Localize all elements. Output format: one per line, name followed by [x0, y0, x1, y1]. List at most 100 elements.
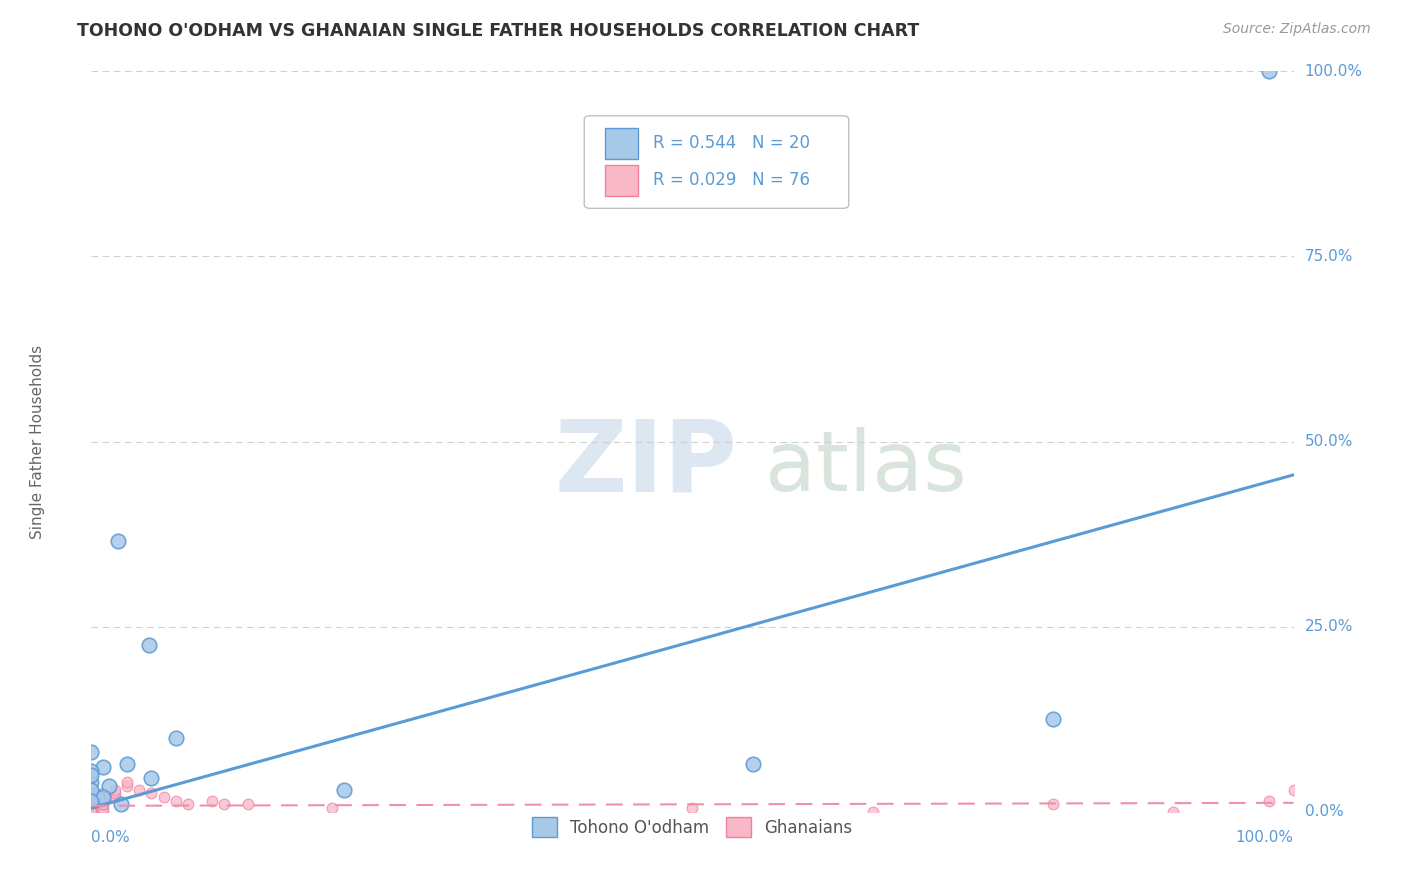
- Point: [80, 805, 103, 819]
- Point: [93, 794, 115, 808]
- Point: [80, 805, 103, 819]
- Legend: Tohono O'odham, Ghanaians: Tohono O'odham, Ghanaians: [526, 811, 859, 844]
- Text: 75.0%: 75.0%: [1305, 249, 1353, 264]
- Point: [1282, 782, 1305, 797]
- Point: [152, 789, 174, 804]
- Point: [80, 805, 103, 819]
- Bar: [605, 128, 638, 159]
- Point: [138, 638, 160, 652]
- Point: [80, 805, 103, 819]
- Text: 50.0%: 50.0%: [1305, 434, 1353, 449]
- Point: [80, 805, 103, 819]
- Point: [80, 805, 103, 819]
- Point: [80, 805, 103, 819]
- Point: [80, 805, 103, 819]
- Point: [201, 794, 224, 808]
- Point: [321, 801, 343, 815]
- Point: [93, 786, 115, 800]
- Point: [110, 797, 132, 812]
- Point: [93, 789, 115, 804]
- Point: [1258, 794, 1281, 808]
- Point: [80, 805, 103, 819]
- Text: TOHONO O'ODHAM VS GHANAIAN SINGLE FATHER HOUSEHOLDS CORRELATION CHART: TOHONO O'ODHAM VS GHANAIAN SINGLE FATHER…: [77, 22, 920, 40]
- FancyBboxPatch shape: [585, 116, 849, 209]
- Point: [80, 797, 103, 812]
- Point: [117, 779, 139, 793]
- Text: atlas: atlas: [765, 427, 966, 508]
- Point: [1258, 64, 1281, 78]
- Point: [165, 794, 187, 808]
- Point: [1161, 805, 1184, 819]
- Point: [93, 801, 115, 815]
- Point: [128, 782, 150, 797]
- Point: [80, 805, 103, 819]
- Point: [80, 805, 103, 819]
- Point: [741, 756, 763, 771]
- Point: [681, 801, 703, 815]
- Point: [80, 805, 103, 819]
- Text: Source: ZipAtlas.com: Source: ZipAtlas.com: [1223, 22, 1371, 37]
- Text: R = 0.029   N = 76: R = 0.029 N = 76: [652, 171, 810, 189]
- Point: [80, 801, 103, 815]
- Point: [117, 756, 139, 771]
- Point: [86, 789, 108, 804]
- Point: [93, 797, 115, 812]
- Point: [98, 779, 121, 793]
- Point: [80, 805, 103, 819]
- Point: [80, 805, 103, 819]
- Point: [1042, 712, 1064, 726]
- Point: [104, 786, 127, 800]
- Point: [80, 805, 103, 819]
- Point: [80, 805, 103, 819]
- Point: [80, 805, 103, 819]
- Point: [104, 782, 127, 797]
- Point: [80, 805, 103, 819]
- Point: [141, 786, 163, 800]
- Point: [1042, 797, 1064, 812]
- Point: [141, 772, 163, 786]
- Point: [80, 764, 103, 778]
- Point: [80, 805, 103, 819]
- Point: [80, 805, 103, 819]
- Text: ZIP: ZIP: [554, 416, 737, 512]
- Text: 100.0%: 100.0%: [1305, 64, 1362, 78]
- Point: [80, 805, 103, 819]
- Point: [80, 805, 103, 819]
- Point: [93, 789, 115, 804]
- Point: [80, 805, 103, 819]
- Point: [117, 775, 139, 789]
- Text: 100.0%: 100.0%: [1236, 830, 1294, 846]
- Point: [80, 746, 103, 760]
- Point: [862, 805, 884, 819]
- Point: [80, 797, 103, 812]
- Point: [80, 805, 103, 819]
- Point: [333, 782, 356, 797]
- Point: [80, 782, 103, 797]
- Point: [80, 805, 103, 819]
- Point: [80, 805, 103, 819]
- Point: [80, 801, 103, 815]
- Point: [176, 797, 198, 812]
- Point: [80, 805, 103, 819]
- Text: Single Father Households: Single Father Households: [30, 344, 45, 539]
- Bar: [605, 165, 638, 195]
- Point: [80, 805, 103, 819]
- Point: [80, 805, 103, 819]
- Point: [80, 775, 103, 789]
- Point: [80, 805, 103, 819]
- Point: [80, 805, 103, 819]
- Point: [104, 789, 127, 804]
- Point: [80, 801, 103, 815]
- Point: [80, 805, 103, 819]
- Point: [212, 797, 235, 812]
- Point: [80, 801, 103, 815]
- Point: [80, 805, 103, 819]
- Point: [80, 805, 103, 819]
- Point: [104, 789, 127, 804]
- Text: 0.0%: 0.0%: [91, 830, 131, 846]
- Point: [80, 805, 103, 819]
- Point: [93, 797, 115, 812]
- Point: [107, 534, 129, 549]
- Text: R = 0.544   N = 20: R = 0.544 N = 20: [652, 134, 810, 153]
- Point: [165, 731, 187, 745]
